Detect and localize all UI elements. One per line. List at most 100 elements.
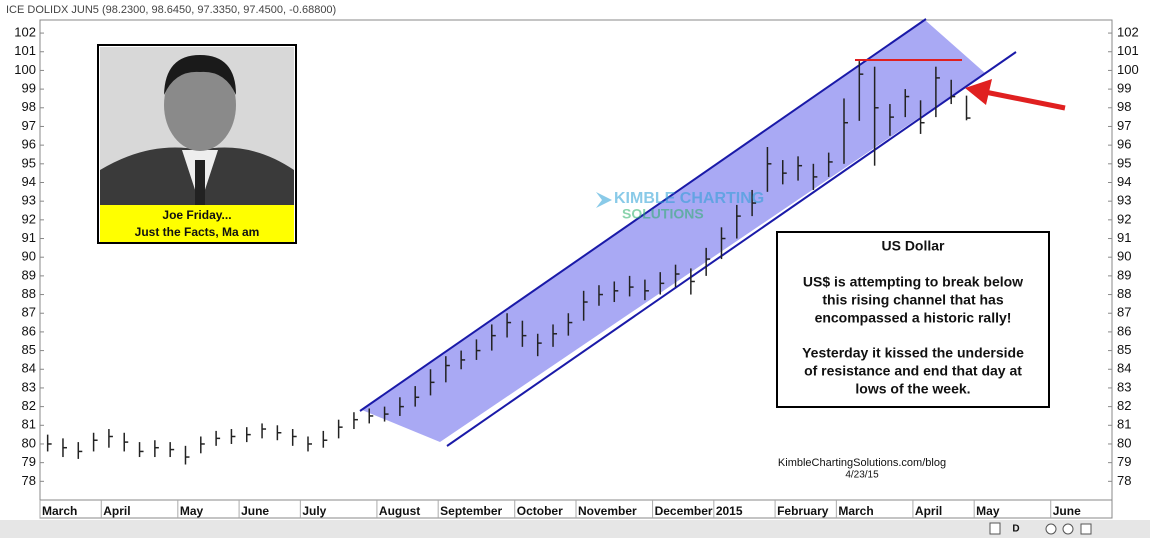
y2-tick-label: 95 (1117, 155, 1131, 170)
caption-bg (100, 205, 294, 242)
x-tick-label: August (379, 504, 420, 518)
y-tick-label: 101 (14, 43, 36, 58)
x-tick-label: December (655, 504, 713, 518)
arrow-head (965, 79, 992, 105)
y-tick-label: 87 (22, 305, 36, 320)
x-tick-label: May (180, 504, 204, 518)
y-tick-label: 86 (22, 323, 36, 338)
y2-tick-label: 85 (1117, 342, 1131, 357)
y-tick-label: 92 (22, 211, 36, 226)
scroll-button[interactable] (1080, 523, 1092, 535)
y-tick-label: 99 (22, 81, 36, 96)
x-tick-label: June (241, 504, 269, 518)
y-tick-label: 78 (22, 473, 36, 488)
x-tick-label: March (42, 504, 77, 518)
y-tick-label: 82 (22, 398, 36, 413)
y-tick-label: 97 (22, 118, 36, 133)
zoom-out[interactable] (1062, 523, 1074, 535)
y-tick-label: 79 (22, 454, 36, 469)
x-tick-label: April (915, 504, 942, 518)
x-tick-label: October (517, 504, 563, 518)
note-line: Yesterday it kissed the underside (802, 345, 1024, 361)
y2-tick-label: 78 (1117, 473, 1131, 488)
y2-tick-label: 81 (1117, 417, 1131, 432)
x-tick-label: May (976, 504, 1000, 518)
photo-hair (164, 55, 236, 95)
y-tick-label: 102 (14, 25, 36, 40)
x-tick-label: 2015 (716, 504, 743, 518)
y2-tick-label: 97 (1117, 118, 1131, 133)
note-title: US Dollar (881, 238, 945, 254)
note-line: lows of the week. (855, 381, 970, 397)
y-tick-label: 96 (22, 137, 36, 152)
y2-tick-label: 94 (1117, 174, 1131, 189)
y-tick-label: 90 (22, 249, 36, 264)
y-tick-label: 91 (22, 230, 36, 245)
note-box: US Dollar US$ is attempting to break bel… (776, 231, 1050, 408)
x-tick-label: February (777, 504, 829, 518)
y2-tick-label: 101 (1117, 43, 1139, 58)
y-tick-label: 98 (22, 99, 36, 114)
scroll-label[interactable]: D (1012, 524, 1019, 535)
y2-tick-label: 82 (1117, 398, 1131, 413)
logo: KIMBLE CHARTING SOLUTIONS (596, 190, 764, 222)
x-tick-label: April (103, 504, 130, 518)
note-line: US$ is attempting to break below (803, 274, 1023, 290)
y-tick-label: 88 (22, 286, 36, 301)
y-tick-label: 94 (22, 174, 36, 189)
y2-tick-label: 80 (1117, 435, 1131, 450)
x-tick-label: July (302, 504, 326, 518)
y2-tick-label: 83 (1117, 379, 1131, 394)
y-tick-label: 89 (22, 267, 36, 282)
y2-tick-label: 99 (1117, 81, 1131, 96)
y2-tick-label: 92 (1117, 211, 1131, 226)
arrow-shaft (984, 89, 1066, 111)
y2-tick-label: 102 (1117, 25, 1139, 40)
y2-tick-label: 90 (1117, 249, 1131, 264)
note-frame (776, 231, 1050, 408)
scrollbar: D (0, 520, 1150, 538)
note-line: of resistance and end that day at (804, 363, 1022, 379)
zoom-in[interactable] (1045, 523, 1057, 535)
x-tick-label: June (1053, 504, 1081, 518)
y2-tick-label: 79 (1117, 454, 1131, 469)
photo-face (164, 59, 236, 151)
y-tick-label: 85 (22, 342, 36, 357)
logo-icon (596, 192, 612, 208)
y2-tick-label: 89 (1117, 267, 1131, 282)
logo-text: SOLUTIONS (622, 206, 704, 222)
y2-tick-label: 93 (1117, 193, 1131, 208)
photo-tie (195, 160, 205, 205)
note-line: encompassed a historic rally! (815, 310, 1012, 326)
y2-tick-label: 86 (1117, 323, 1131, 338)
y-tick-label: 83 (22, 379, 36, 394)
x-tick-label: September (440, 504, 502, 518)
credit: KimbleChartingSolutions.com/blog (778, 457, 946, 469)
y2-tick-label: 91 (1117, 230, 1131, 245)
y2-tick-label: 100 (1117, 62, 1139, 77)
chart-header: ICE DOLIDX JUN5 (98.2300, 98.6450, 97.33… (6, 4, 336, 16)
y-tick-label: 93 (22, 193, 36, 208)
y2-tick-label: 96 (1117, 137, 1131, 152)
photo-box: Joe Friday... Just the Facts, Ma am (97, 44, 297, 244)
x-tick-label: March (838, 504, 873, 518)
y2-tick-label: 84 (1117, 361, 1131, 376)
note-line: this rising channel that has (822, 292, 1003, 308)
channel-fill (362, 20, 985, 442)
y-tick-label: 84 (22, 361, 36, 376)
scroll-button[interactable] (989, 522, 1001, 535)
x-tick-label: November (578, 504, 637, 518)
y2-tick-label: 87 (1117, 305, 1131, 320)
y-tick-label: 100 (14, 62, 36, 77)
y-tick-label: 80 (22, 435, 36, 450)
photo-caption: Just the Facts, Ma am (135, 225, 260, 239)
y-tick-label: 95 (22, 155, 36, 170)
y-tick-label: 81 (22, 417, 36, 432)
scroll-track (0, 520, 1150, 538)
logo-text: KIMBLE CHARTING (614, 190, 764, 207)
credit-date: 4/23/15 (845, 470, 879, 481)
channel-upper (359, 18, 927, 412)
y2-tick-label: 98 (1117, 99, 1131, 114)
photo-caption: Joe Friday... (162, 208, 231, 222)
